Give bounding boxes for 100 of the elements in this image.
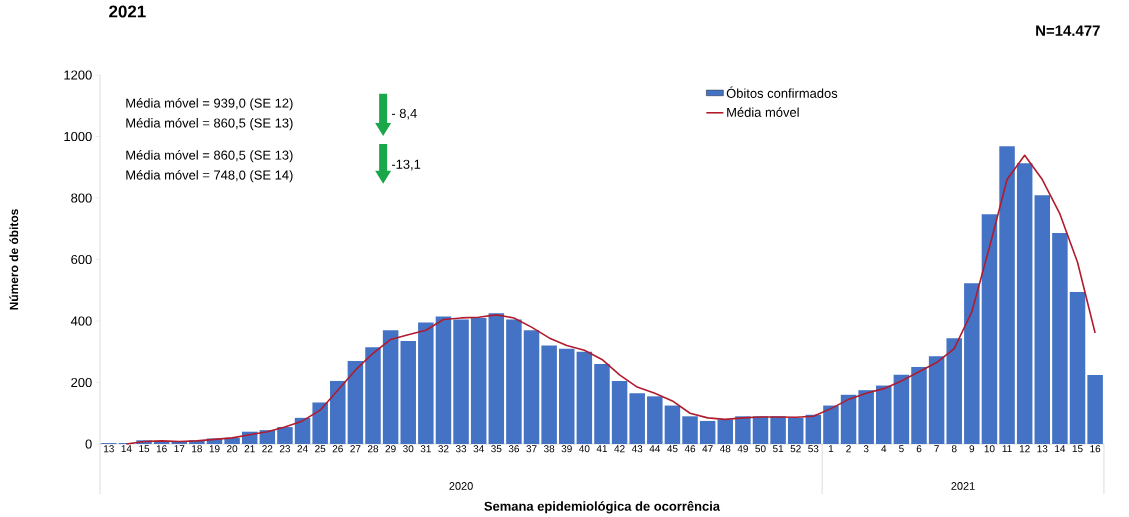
bar (629, 393, 645, 445)
bar (1052, 233, 1068, 445)
x-tick-label: 10 (984, 445, 995, 453)
x-tick-label: 39 (561, 445, 572, 453)
bar (435, 316, 452, 445)
annotation: Média móvel = 860,5 (SE 13) (126, 150, 293, 163)
bar (876, 385, 892, 445)
x-tick-label: 42 (614, 445, 625, 453)
bar (664, 405, 681, 445)
bar (312, 402, 328, 445)
annotation: -13,1 (391, 159, 421, 171)
y-tick-label: 1200 (64, 70, 92, 80)
x-tick-label: 50 (755, 445, 766, 453)
bar (382, 330, 399, 445)
x-tick-label: 23 (279, 445, 291, 453)
bar (506, 319, 522, 445)
bar (470, 318, 487, 445)
annotation: - 8,4 (391, 108, 417, 120)
bar (805, 414, 822, 445)
x-tick-label: 21 (244, 445, 255, 453)
bar (224, 437, 240, 445)
x-tick-label: 29 (385, 445, 396, 453)
x-tick-label: 20 (227, 445, 238, 453)
x-tick-label: 22 (262, 445, 273, 453)
x-tick-label: 53 (808, 445, 819, 453)
x-tick-label: 25 (315, 445, 326, 453)
bar (928, 356, 945, 445)
bar (858, 390, 874, 445)
x-tick-label: 2 (846, 445, 851, 453)
x-tick-label: 49 (737, 445, 748, 453)
x-tick-label: 24 (297, 445, 308, 453)
x-tick-label: 28 (367, 445, 379, 453)
x-tick-label: 16 (156, 445, 167, 453)
annotation: Média móvel = 860,5 (SE 13) (126, 118, 293, 131)
y-tick-label: 800 (71, 193, 92, 203)
x-tick-label: 14 (121, 445, 132, 453)
x-tick-label: 12 (1019, 445, 1030, 453)
legend-label: Óbitos confirmados (726, 86, 838, 99)
bar (981, 214, 998, 445)
x-tick-label: 30 (403, 445, 414, 453)
y-tick-label: 400 (70, 316, 92, 326)
bar (1034, 195, 1051, 445)
x-tick-label: 38 (543, 445, 555, 453)
x-tick-label: 36 (508, 445, 520, 453)
y-tick-label: 600 (71, 255, 92, 265)
x-tick-label: 3 (863, 445, 869, 453)
x-tick-label: 47 (702, 445, 713, 453)
x-tick-label: 7 (934, 445, 939, 453)
annotation: Média móvel = 748,0 (SE 14) (126, 170, 293, 183)
x-tick-label: 37 (526, 445, 537, 453)
x-tick-label: 17 (174, 445, 185, 453)
x-tick-label: 19 (209, 445, 220, 453)
bar (365, 347, 381, 445)
bar (964, 283, 980, 445)
x-tick-label: 8 (951, 445, 957, 453)
x-tick-label: 14 (1055, 445, 1066, 453)
x-tick-label: 31 (420, 445, 431, 453)
bar (594, 364, 610, 445)
x-tick-label: 4 (881, 445, 887, 453)
bar (717, 419, 734, 445)
x-tick-label: 44 (649, 445, 661, 453)
bar (647, 396, 663, 445)
bar (523, 330, 540, 445)
bar (347, 361, 364, 445)
bar (1016, 163, 1033, 445)
y-tick-label: 1000 (64, 132, 92, 142)
bar (823, 405, 839, 445)
bar (611, 381, 628, 445)
bar (735, 416, 751, 445)
x-tick-label: 52 (790, 445, 801, 453)
bar (1087, 375, 1103, 445)
text: 2021 (951, 482, 975, 490)
bar (752, 416, 769, 445)
x-tick-label: 15 (1072, 445, 1083, 453)
x-tick-label: 27 (350, 445, 361, 453)
x-tick-label: 41 (596, 445, 608, 453)
x-tick-label: 35 (491, 445, 502, 453)
bar (559, 348, 575, 445)
x-axis-title: Semana epidemiológica de ocorrência (484, 501, 721, 514)
y-tick-label: 200 (71, 378, 92, 388)
bar (770, 416, 786, 445)
x-tick-label: 26 (332, 445, 343, 453)
text: 2020 (449, 482, 473, 490)
bar (911, 367, 927, 445)
bar (330, 381, 346, 445)
y-tick-label: 0 (85, 439, 92, 449)
x-tick-label: 13 (104, 445, 114, 453)
bar (488, 313, 505, 445)
x-tick-label: 15 (139, 445, 150, 453)
x-tick-label: 43 (631, 445, 643, 453)
chart-title: 2021 (109, 5, 146, 18)
bar (699, 421, 716, 445)
x-tick-label: 45 (667, 445, 678, 453)
x-tick-label: 13 (1037, 445, 1048, 453)
bar (453, 319, 469, 445)
x-tick-label: 46 (684, 445, 696, 453)
bar (999, 146, 1015, 445)
x-tick-label: 48 (719, 445, 731, 453)
bar (840, 394, 857, 445)
legend-label: Média móvel (727, 107, 799, 118)
